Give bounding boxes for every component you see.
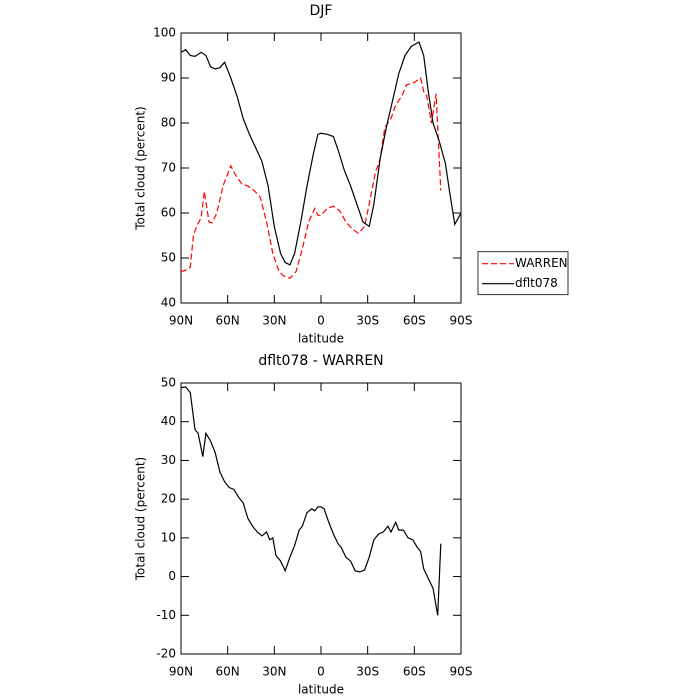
y-axis-label: Total cloud (percent) (134, 457, 148, 581)
x-tick-label: 60N (216, 314, 240, 328)
y-tick-label: 50 (161, 376, 176, 390)
y-tick-label: -10 (156, 608, 176, 622)
x-tick-label: 30S (356, 314, 379, 328)
legend-label: dflt078 (515, 276, 558, 290)
chart-title: dflt078 - WARREN (258, 353, 383, 369)
x-tick-label: 60S (403, 665, 426, 679)
y-tick-label: -20 (156, 647, 176, 661)
y-tick-label: 30 (161, 453, 176, 467)
data-line (180, 76, 442, 280)
y-tick-label: 100 (153, 26, 176, 40)
y-axis-label: Total cloud (percent) (134, 106, 148, 230)
data-line (180, 386, 442, 616)
y-tick-label: 70 (161, 161, 176, 175)
x-tick-label: 0 (317, 665, 325, 679)
x-tick-label: 90S (450, 665, 473, 679)
y-tick-label: 60 (161, 206, 176, 220)
data-line (180, 41, 462, 266)
y-tick-label: 20 (161, 492, 176, 506)
x-tick-label: 30S (356, 665, 379, 679)
y-tick-label: 40 (161, 414, 176, 428)
x-axis-label: latitude (298, 683, 344, 697)
x-tick-label: 90N (169, 314, 193, 328)
x-tick-label: 90N (169, 665, 193, 679)
x-tick-label: 30N (262, 665, 286, 679)
y-tick-label: 40 (161, 296, 176, 310)
y-tick-label: 50 (161, 251, 176, 265)
legend-label: WARREN (515, 256, 568, 270)
y-tick-label: 90 (161, 71, 176, 85)
x-tick-label: 30N (262, 314, 286, 328)
x-tick-label: 90S (450, 314, 473, 328)
x-axis-label: latitude (298, 332, 344, 346)
y-tick-label: 80 (161, 116, 176, 130)
legend-box (477, 251, 569, 296)
y-tick-label: 0 (168, 569, 176, 583)
x-tick-label: 60S (403, 314, 426, 328)
x-tick-label: 60N (216, 665, 240, 679)
plot-frame (180, 32, 462, 304)
plot-frame (180, 382, 462, 655)
chart-title: DJF (310, 3, 333, 19)
y-tick-label: 10 (161, 530, 176, 544)
x-tick-label: 0 (317, 314, 325, 328)
